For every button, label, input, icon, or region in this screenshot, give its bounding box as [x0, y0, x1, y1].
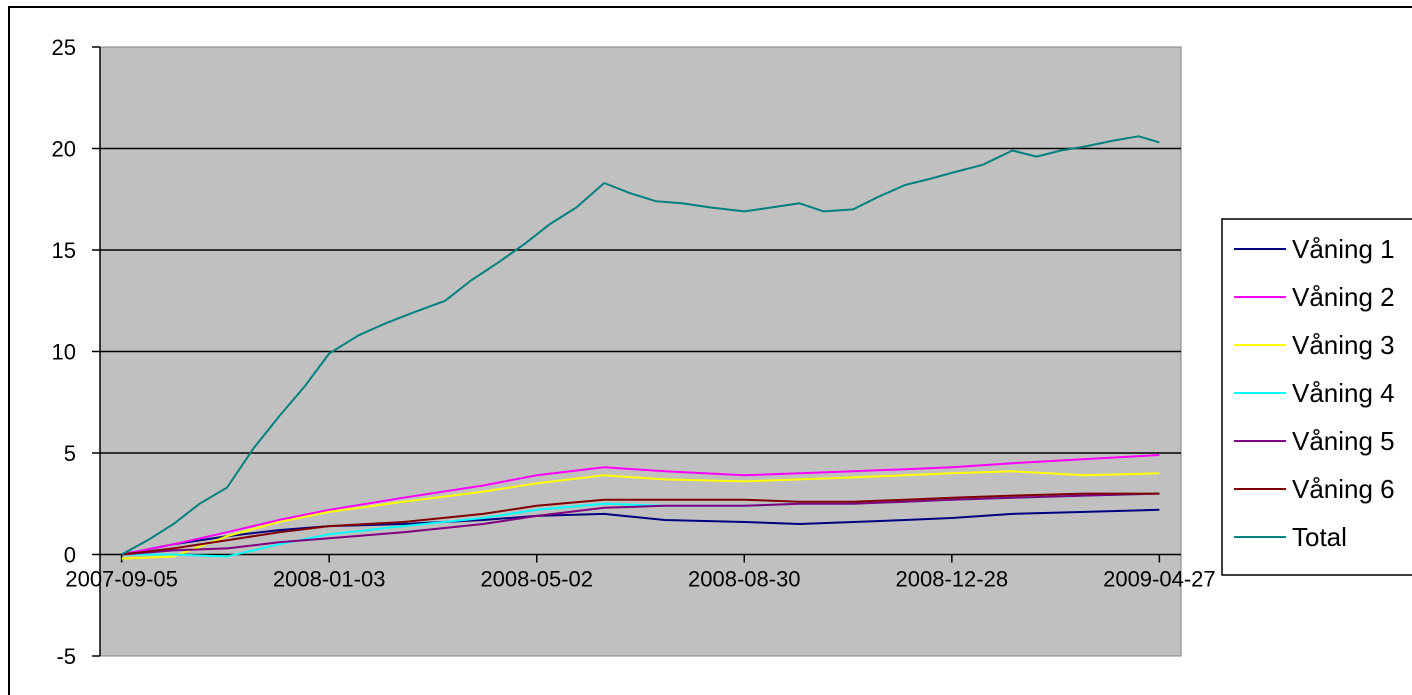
axes: -5 0 5 10 15 20 25 2007-09-05 2008-01-03 2008-05-…	[52, 35, 1216, 669]
series-line	[121, 470, 1160, 560]
legend-label: Våning 4	[1292, 378, 1395, 408]
series-line	[121, 492, 1160, 556]
legend-label: Våning 1	[1292, 234, 1395, 264]
x-tick-label: 2007-09-05	[65, 567, 178, 592]
y-tick-label: 0	[64, 543, 76, 568]
legend-label: Våning 3	[1292, 330, 1395, 360]
series-line	[121, 454, 1160, 556]
y-tick-label: 25	[52, 35, 76, 60]
y-tick-label: 10	[52, 340, 76, 365]
x-tick-label: 2008-08-30	[688, 567, 801, 592]
legend: Våning 1 Våning 2 Våning 3 Våning 4 Våning 5…	[1221, 218, 1412, 576]
legend-label: Våning 2	[1292, 282, 1395, 312]
x-tick-label: 2008-01-03	[273, 567, 386, 592]
series-line	[121, 135, 1160, 556]
legend-label: Total	[1292, 522, 1347, 552]
y-tick-label: 20	[52, 137, 76, 162]
legend-label: Våning 5	[1292, 426, 1395, 456]
gridlines	[100, 147, 1181, 454]
x-tick-label: 2008-05-02	[480, 567, 593, 592]
series-lines	[121, 135, 1160, 560]
y-tick-label: 5	[64, 441, 76, 466]
series-line	[121, 508, 1160, 556]
series-line	[121, 492, 1160, 556]
legend-box	[1221, 218, 1412, 576]
y-tick-label: 15	[52, 238, 76, 263]
x-tick-label: 2008-12-28	[896, 567, 1009, 592]
legend-label: Våning 6	[1292, 474, 1395, 504]
x-tick-label: 2009-04-27	[1103, 567, 1216, 592]
y-tick-label: -5	[56, 644, 76, 669]
